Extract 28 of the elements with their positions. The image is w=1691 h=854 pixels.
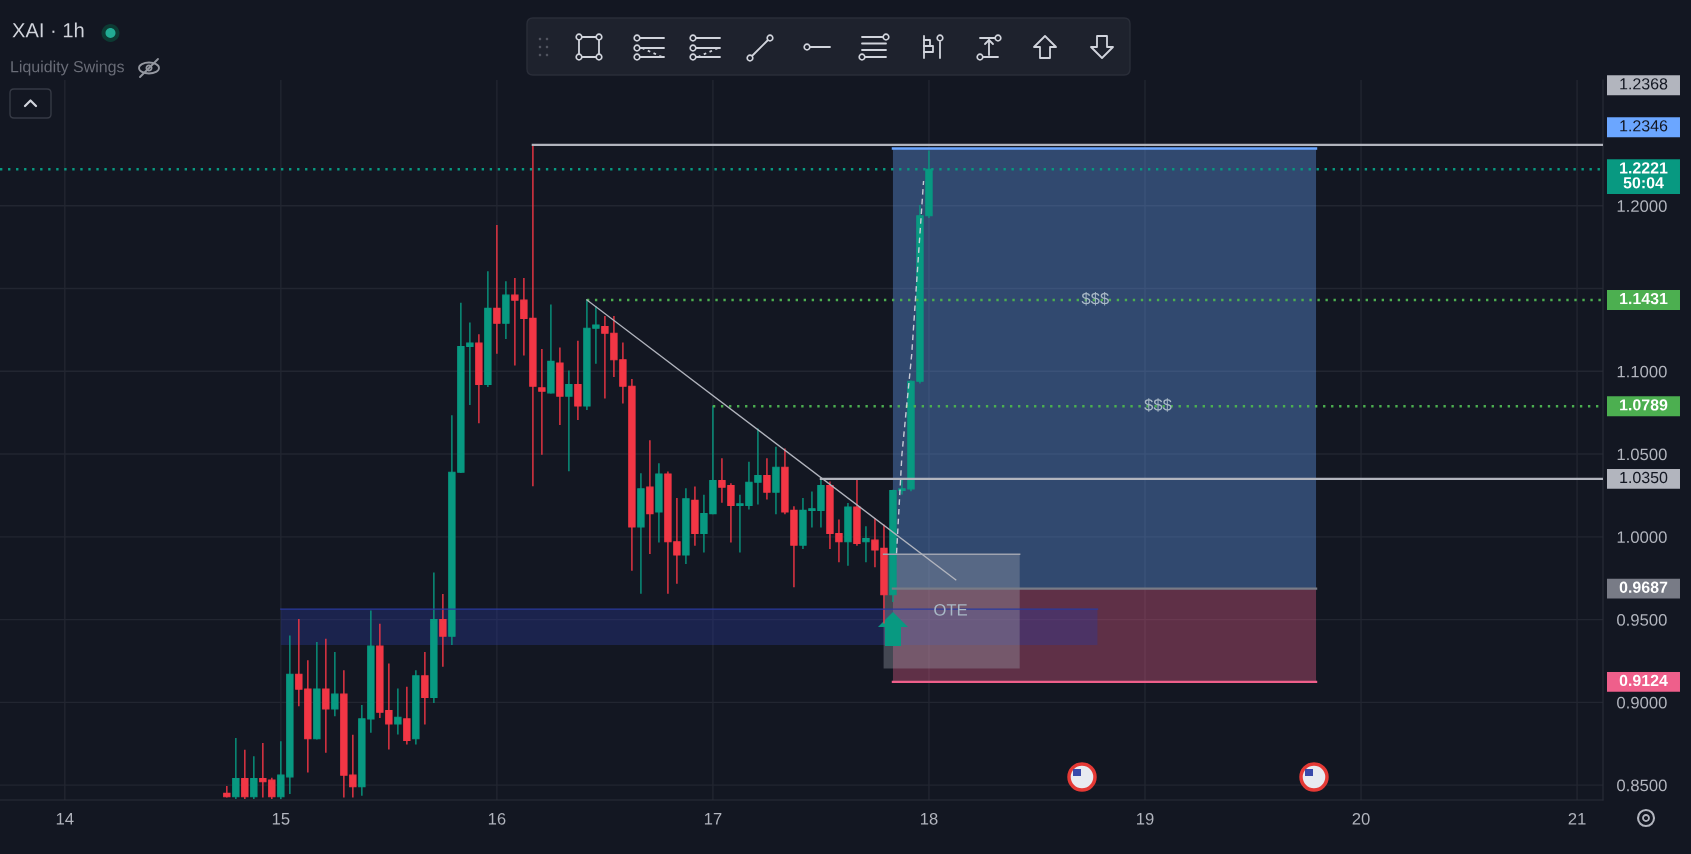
annotation: $$$	[1081, 291, 1109, 306]
y-tick-label: 1.0500	[1617, 448, 1667, 461]
y-tick-label: 1.1000	[1617, 365, 1667, 378]
x-tick-label: 15	[272, 813, 290, 825]
text: 1.2346	[1620, 120, 1668, 132]
x-tick-label: 17	[704, 813, 722, 825]
y-tick-label: 1.2000	[1617, 200, 1667, 212]
series-label: 1.0350	[1620, 471, 1668, 484]
y-tick-label: 0.8500	[1617, 779, 1667, 792]
annotation: $$$	[1144, 398, 1172, 412]
series-label: 1.2221 50:04	[1620, 162, 1668, 189]
text: 1.2368	[1620, 78, 1668, 90]
x-tick-label: 14	[56, 813, 74, 825]
x-tick-label: 16	[488, 812, 506, 825]
series-label: 1.0789	[1620, 399, 1668, 411]
chart-subtitle: Liquidity Swings	[11, 60, 124, 76]
text: 0.9687	[1619, 581, 1668, 593]
y-tick-label: 0.9000	[1617, 696, 1667, 709]
x-tick-label: 19	[1137, 812, 1154, 825]
annotation: OTE	[934, 603, 967, 616]
chart-title: XAI · 1h	[12, 22, 84, 38]
text: 0.9124	[1619, 674, 1668, 687]
series-label: 1.1431	[1620, 292, 1668, 305]
x-tick-label: 21	[1568, 812, 1586, 825]
y-tick-label: 0.9500	[1617, 613, 1667, 626]
y-tick-label: 1.0000	[1617, 531, 1667, 544]
x-tick-label: 20	[1352, 812, 1370, 825]
x-tick-label: 18	[920, 812, 938, 825]
